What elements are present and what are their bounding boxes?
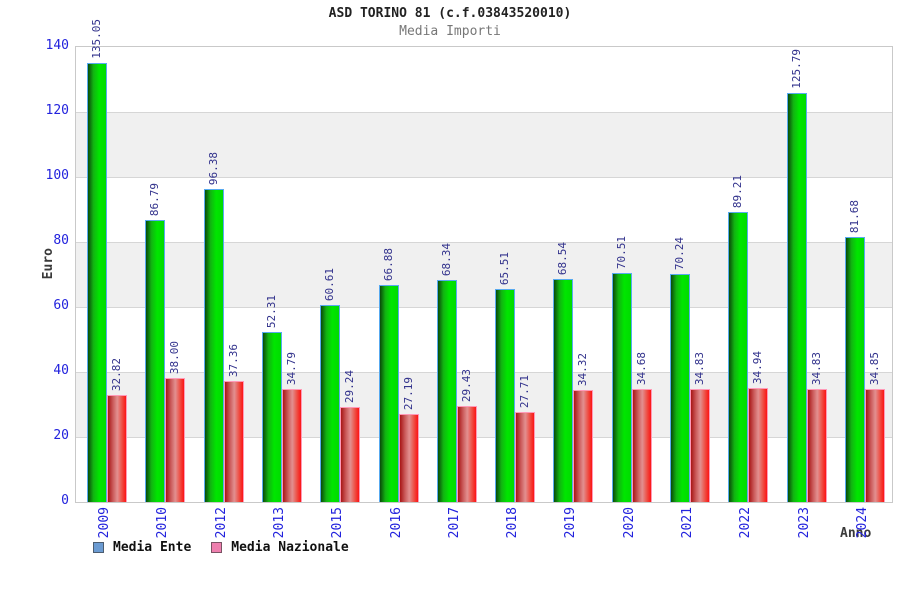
media-nazionale-swatch-icon <box>211 542 223 553</box>
bar-media-nazionale <box>806 389 827 502</box>
bar-media-ente <box>553 279 574 502</box>
bar-value-label: 37.36 <box>226 343 240 377</box>
bar-media-ente <box>378 285 399 502</box>
bar-media-ente <box>844 237 865 502</box>
x-tick-label: 2021 <box>680 507 695 539</box>
bar-value-label: 68.54 <box>556 241 570 275</box>
bar-value-label: 66.88 <box>381 247 395 281</box>
x-tick-label: 2016 <box>388 507 404 539</box>
y-tick-label: 0 <box>61 493 69 508</box>
bar-media-ente <box>436 280 457 502</box>
gridline <box>76 436 892 438</box>
bar-media-ente <box>320 305 341 502</box>
bar-media-ente <box>611 273 632 502</box>
bar-value-label: 34.79 <box>285 351 298 385</box>
x-tick-label: 2019 <box>563 507 579 539</box>
bar-media-nazionale <box>515 412 536 502</box>
bar-value-label: 29.43 <box>459 368 473 402</box>
y-tick-label: 80 <box>53 233 69 248</box>
legend: Media Ente Media Nazionale <box>93 540 349 555</box>
bar-value-label: 38.00 <box>168 340 182 374</box>
bar-value-label: 34.83 <box>693 351 706 385</box>
bar-value-label: 27.19 <box>401 376 415 410</box>
bar-value-label: 32.82 <box>110 357 124 391</box>
bar-media-nazionale <box>165 378 186 502</box>
bar-media-ente <box>786 93 807 502</box>
bar-value-label: 34.94 <box>751 350 765 384</box>
gridline <box>76 371 892 373</box>
bar-media-nazionale <box>690 389 710 502</box>
bar-media-ente <box>495 289 516 502</box>
bar-media-nazionale <box>398 414 419 502</box>
bar-value-label: 68.34 <box>439 242 453 276</box>
bar-value-label: 70.51 <box>614 235 628 269</box>
bar-media-nazionale <box>107 395 128 502</box>
bar-value-label: 52.31 <box>265 294 278 328</box>
x-tick-label: 2012 <box>213 507 229 539</box>
gridline <box>76 241 892 243</box>
bar-media-ente <box>728 212 749 502</box>
y-tick-label: 20 <box>53 428 69 443</box>
y-tick-label: 120 <box>45 103 69 118</box>
gridline <box>76 111 892 113</box>
bar-value-label: 34.68 <box>634 351 648 385</box>
y-tick-label: 60 <box>53 298 69 313</box>
bar-value-label: 34.32 <box>576 352 590 386</box>
bar-media-ente <box>203 189 224 502</box>
y-tick-label: 140 <box>45 38 69 53</box>
plot-area: 135.05 32.82 86.79 38.00 96.38 37.36 52.31 34.7… <box>75 19 893 503</box>
bar-value-label: 86.79 <box>148 182 162 216</box>
bar-value-label: 34.85 <box>867 351 881 385</box>
x-axis-title: Anno <box>840 526 872 541</box>
legend-item-media-nazionale: Media Nazionale <box>211 540 349 555</box>
x-tick-label: 2013 <box>272 507 287 539</box>
legend-label-media-ente: Media Ente <box>113 540 192 555</box>
bar-media-nazionale <box>340 407 361 502</box>
bar-media-ente <box>262 332 282 502</box>
y-tick-label: 100 <box>45 168 69 183</box>
bar-value-label: 96.38 <box>206 151 220 185</box>
bar-value-label: 135.05 <box>90 19 104 59</box>
x-tick-label: 2010 <box>155 507 171 539</box>
bar-media-nazionale <box>282 389 302 502</box>
bar-media-nazionale <box>631 389 652 502</box>
bar-media-nazionale <box>748 388 769 502</box>
y-tick-label: 40 <box>53 363 69 378</box>
bar-media-ente <box>145 220 166 502</box>
x-tick-label: 2017 <box>446 507 462 539</box>
bar-media-nazionale <box>573 390 594 502</box>
bar-value-label: 81.68 <box>847 199 861 233</box>
x-tick-label: 2020 <box>621 507 637 539</box>
legend-label-media-nazionale: Media Nazionale <box>231 540 349 555</box>
x-tick-label: 2022 <box>738 507 754 539</box>
x-tick-label: 2024 <box>854 507 870 539</box>
bar-value-label: 27.71 <box>518 374 532 408</box>
x-tick-label: 2009 <box>97 507 113 539</box>
bar-value-label: 65.51 <box>498 251 512 285</box>
bar-value-label: 29.24 <box>343 369 357 403</box>
x-tick-label: 2015 <box>330 507 346 539</box>
bar-value-label: 60.61 <box>323 267 337 301</box>
bar-media-nazionale <box>456 406 477 502</box>
media-ente-swatch-icon <box>93 542 104 553</box>
chart-title: ASD TORINO 81 (c.f.03843520010) <box>328 6 572 21</box>
y-axis-title: Euro <box>41 248 56 280</box>
bar-value-label: 125.79 <box>789 49 803 89</box>
bar-media-ente <box>87 63 108 502</box>
x-tick-label: 2023 <box>796 507 812 539</box>
gridline <box>76 306 892 308</box>
bar-value-label: 34.83 <box>809 351 823 385</box>
chart-subtitle: Media Importi <box>399 24 501 39</box>
bar-media-ente <box>670 274 690 502</box>
bar-value-label: 70.24 <box>673 236 686 270</box>
bar-value-label: 89.21 <box>731 174 745 208</box>
gridline <box>76 176 892 178</box>
bar-media-nazionale <box>864 389 885 502</box>
bar-media-nazionale <box>223 381 244 502</box>
x-tick-label: 2018 <box>505 507 521 539</box>
legend-item-media-ente: Media Ente <box>93 540 191 555</box>
